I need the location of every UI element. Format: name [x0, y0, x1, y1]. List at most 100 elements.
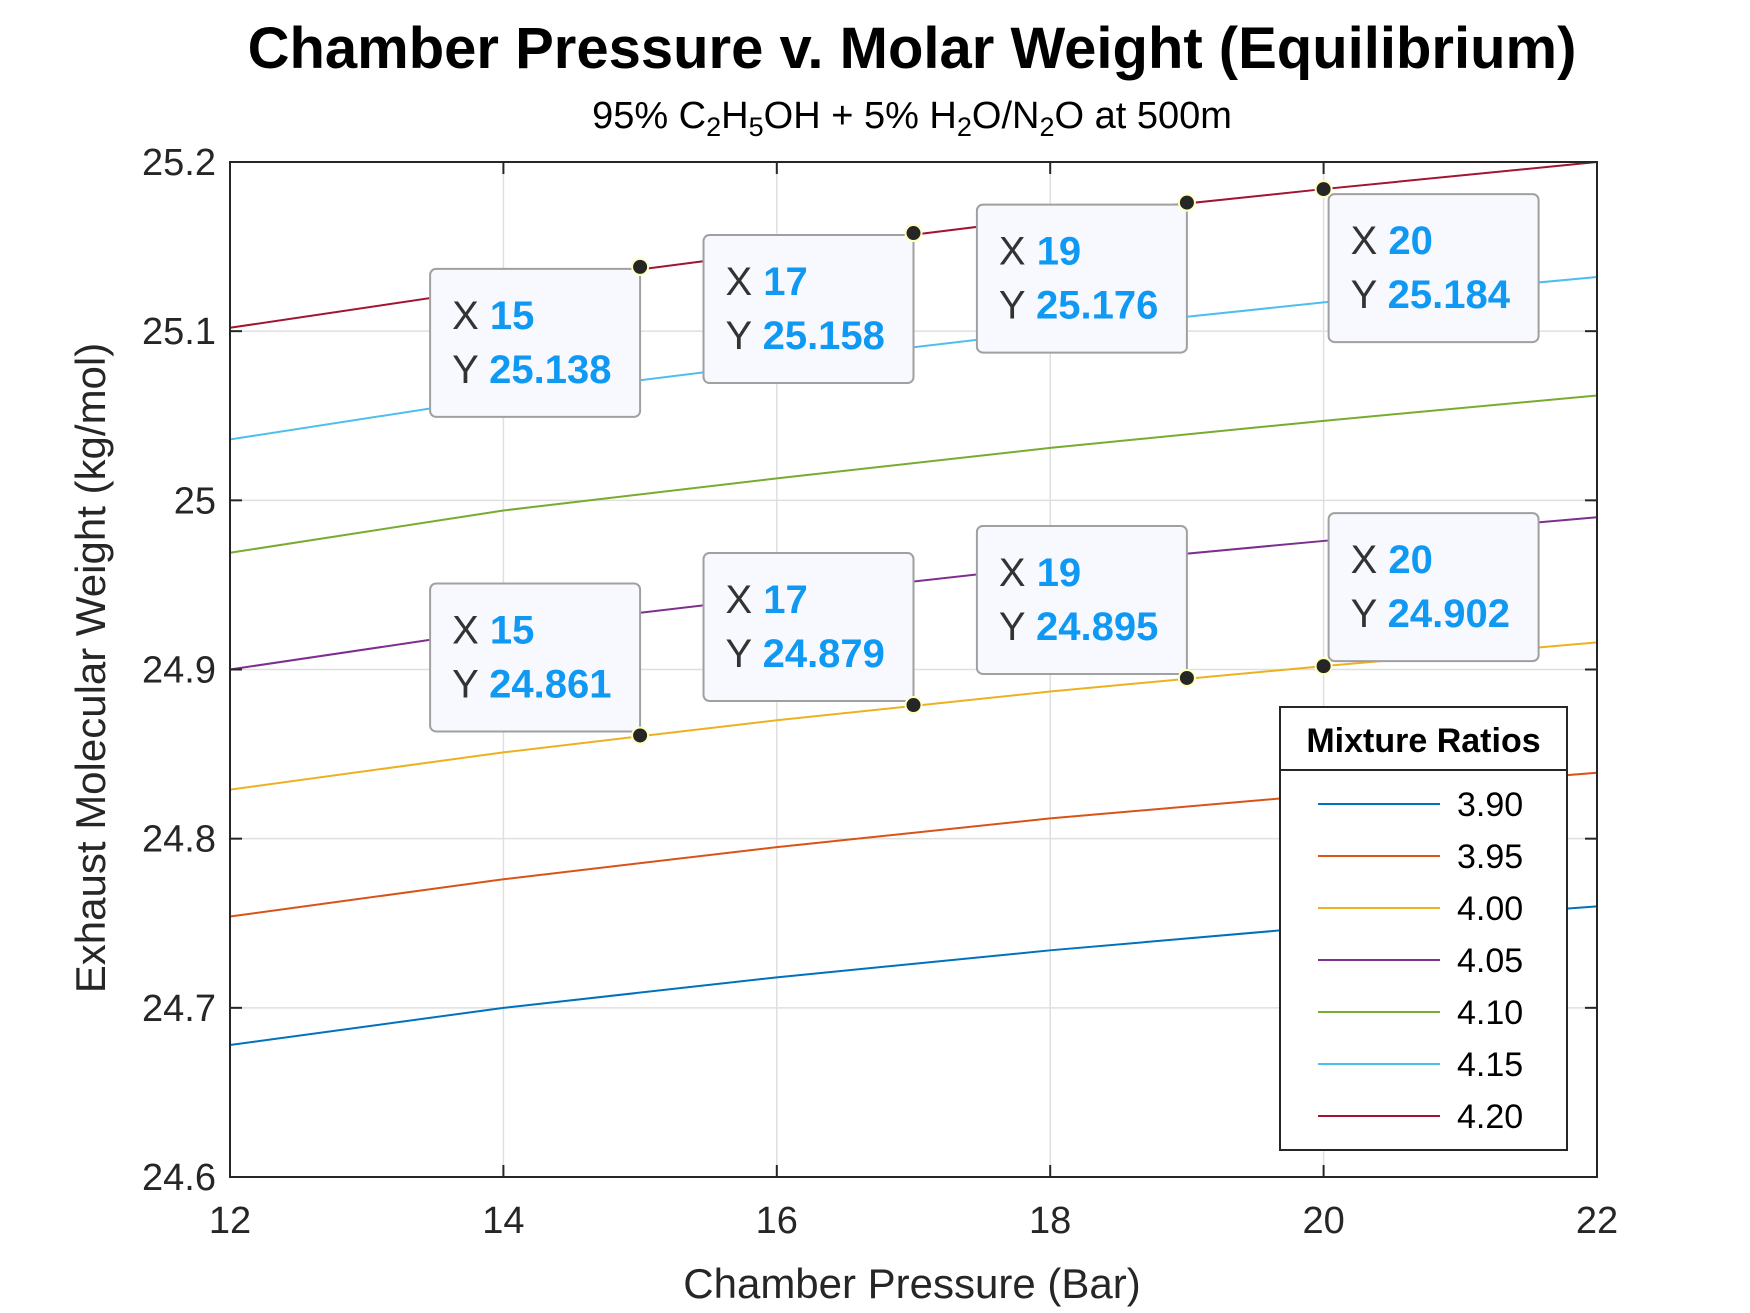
datatip-marker [1314, 180, 1333, 199]
datatip-box [975, 524, 1188, 675]
chart-subtitle: 95% C2H5OH + 5% H2O/N2O at 500m [592, 95, 1232, 142]
y-tick-label: 25.1 [142, 311, 216, 353]
datatip-marker [904, 696, 923, 715]
legend-title: Mixture Ratios [1306, 722, 1540, 760]
legend-label: 4.20 [1457, 1098, 1523, 1136]
datatip-y-value: 25.184 [1388, 273, 1511, 317]
legend-entry: 3.95 [1318, 838, 1523, 876]
datatip: X 15Y 25.138 [429, 257, 650, 418]
datatip-y-prefix: Y [726, 314, 763, 358]
datatip-box [429, 582, 642, 733]
datatip-marker [1177, 193, 1196, 212]
legend-label: 4.05 [1457, 942, 1523, 980]
datatip-x-prefix: X [1351, 538, 1389, 582]
datatip-x-row: X 19 [999, 230, 1081, 274]
subtitle-part: 2 [957, 112, 972, 142]
datatip-x-value: 20 [1388, 538, 1433, 582]
legend: Mixture Ratios 3.90 3.95 4.00 4.05 4.10 4.15 4.… [1279, 706, 1568, 1151]
datatip-x-value: 15 [490, 294, 534, 338]
datatip-x-prefix: X [726, 260, 764, 304]
y-tick-label: 25.2 [142, 142, 216, 184]
datatip: X 17Y 24.879 [702, 552, 923, 715]
datatip-x-prefix: X [1351, 219, 1389, 263]
datatip-x-value: 19 [1037, 230, 1082, 274]
y-axis-label: Exhaust Molecular Weight (kg/mol) [67, 343, 114, 993]
x-tick-label: 20 [1302, 1200, 1344, 1242]
datatip-x-row: X 17 [726, 260, 808, 304]
datatip-y-row: Y 25.176 [999, 284, 1158, 328]
datatip-y-prefix: Y [1351, 273, 1388, 317]
legend-entry: 4.15 [1318, 1046, 1523, 1084]
datatip-x-value: 15 [490, 608, 534, 652]
legend-entry: 4.00 [1318, 890, 1523, 928]
datatip-y-value: 25.158 [763, 314, 885, 358]
datatip-y-row: Y 24.879 [726, 632, 885, 676]
datatip-x-row: X 15 [452, 294, 534, 338]
datatip-y-row: Y 24.902 [1351, 592, 1510, 636]
datatip-y-row: Y 25.158 [726, 314, 885, 358]
x-tick-label: 14 [482, 1200, 524, 1242]
datatip-x-prefix: X [999, 230, 1037, 274]
x-tick-label: 18 [1029, 1200, 1071, 1242]
datatip-y-prefix: Y [452, 662, 489, 706]
legend-label: 3.90 [1457, 786, 1523, 824]
datatip-box [975, 203, 1188, 354]
datatip-y-prefix: Y [726, 632, 763, 676]
datatip-box [702, 234, 915, 385]
datatip-marker [904, 224, 923, 243]
datatip-marker [631, 726, 650, 745]
datatip-x-prefix: X [999, 551, 1037, 595]
subtitle-part: 2 [1039, 112, 1054, 142]
series-line-4-10 [229, 394, 1598, 554]
datatip-y-value: 24.879 [763, 632, 885, 676]
datatip-x-value: 17 [763, 260, 808, 304]
datatip-x-row: X 15 [452, 608, 534, 652]
y-tick-label: 25 [174, 480, 216, 522]
datatip-box [702, 552, 915, 703]
subtitle-part: O/N [972, 95, 1040, 137]
datatip-y-row: Y 24.895 [999, 605, 1158, 649]
datatip-y-value: 25.176 [1036, 284, 1158, 328]
y-tick-label: 24.8 [142, 819, 216, 861]
datatip-marker [631, 257, 650, 276]
legend-label: 4.00 [1457, 890, 1523, 928]
subtitle-part: O at 500m [1055, 95, 1232, 137]
datatip-y-row: Y 25.184 [1351, 273, 1511, 317]
datatip: X 15 Y 24.861 [429, 582, 650, 745]
x-axis-label: Chamber Pressure (Bar) [683, 1260, 1140, 1307]
subtitle-part: 5 [749, 112, 764, 142]
datatip-x-row: X 17 [726, 578, 808, 622]
datatip-y-row: Y 24.861 [452, 662, 611, 706]
x-tick-label: 16 [756, 1200, 798, 1242]
datatip-y-prefix: Y [999, 605, 1036, 649]
subtitle-part: 95% C [592, 95, 706, 137]
datatip: X 20Y 24.902 [1314, 512, 1540, 676]
datatip-x-row: X 19 [999, 551, 1081, 595]
datatip-y-value: 24.902 [1388, 592, 1510, 636]
datatip: X 19 Y 25.176 [975, 193, 1196, 354]
legend-entry: 4.10 [1318, 994, 1523, 1032]
datatip-box [1327, 512, 1540, 663]
datatip-y-value: 24.895 [1036, 605, 1158, 649]
datatip-x-value: 20 [1388, 219, 1433, 263]
legend-label: 3.95 [1457, 838, 1523, 876]
axis-ticks: 12 14 16 18 20 22 24.6 24.7 24.8 24.9 25 25.1 25.2 [142, 142, 1618, 1242]
legend-box [1279, 706, 1568, 1151]
datatip-marker [1314, 657, 1333, 676]
datatip-y-prefix: Y [452, 348, 489, 392]
subtitle-part: H [721, 95, 748, 137]
x-tick-label: 12 [209, 1200, 251, 1242]
datatip-x-row: X 20 [1351, 219, 1433, 263]
legend-label: 4.10 [1457, 994, 1523, 1032]
y-tick-label: 24.9 [142, 650, 216, 692]
datatip-x-prefix: X [452, 294, 490, 338]
legend-entry: 3.90 [1318, 786, 1523, 824]
datatip-y-prefix: Y [1351, 592, 1388, 636]
y-tick-label: 24.7 [142, 988, 216, 1030]
datatip-x-value: 17 [763, 578, 808, 622]
legend-entry: 4.20 [1318, 1098, 1523, 1136]
datatip-x-prefix: X [726, 578, 764, 622]
datatip: X 19 Y 24.895 [975, 524, 1196, 687]
